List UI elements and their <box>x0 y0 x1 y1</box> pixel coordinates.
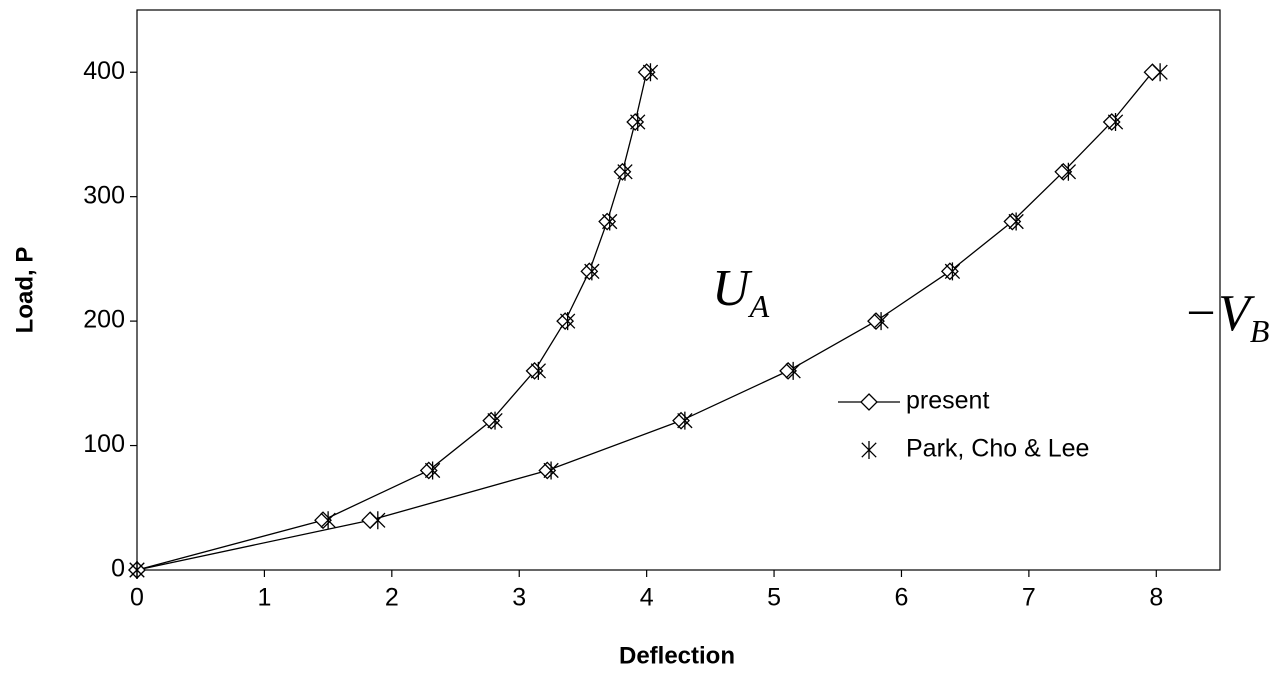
asterisk-marker <box>424 461 441 480</box>
diamond-marker <box>419 461 438 480</box>
x-tick-label: 8 <box>1149 584 1163 612</box>
x-tick-label: 3 <box>512 584 526 612</box>
curve-label-sub: A <box>748 288 770 324</box>
y-tick-label: 300 <box>83 181 125 209</box>
x-tick-label: 6 <box>895 584 909 612</box>
curve-label: −VB <box>1183 285 1269 349</box>
asterisk-marker <box>1152 63 1168 82</box>
asterisk-marker <box>617 162 633 181</box>
y-axis-title: Load, P <box>11 247 38 334</box>
diamond-marker <box>538 461 557 480</box>
asterisk-marker <box>873 312 889 331</box>
asterisk-marker <box>630 113 646 131</box>
curve-label-sub: B <box>1250 313 1270 349</box>
legend-marker <box>861 441 877 459</box>
x-tick-label: 5 <box>767 584 781 612</box>
legend-marker <box>860 393 878 411</box>
asterisk-marker <box>543 461 559 480</box>
y-tick-label: 0 <box>111 555 125 583</box>
asterisk-marker <box>1107 113 1124 131</box>
diamond-marker <box>598 212 617 231</box>
diamond-marker <box>637 63 656 82</box>
asterisk-marker <box>1008 212 1024 231</box>
legend-label: Park, Cho & Lee <box>906 435 1089 463</box>
asterisk-marker <box>944 262 961 281</box>
curve-label-main: U <box>712 260 753 317</box>
asterisk-marker <box>677 411 693 430</box>
curve-label-main: −V <box>1183 285 1255 342</box>
x-tick-label: 2 <box>385 584 399 612</box>
asterisk-marker <box>530 361 547 380</box>
x-tick-label: 7 <box>1022 584 1036 612</box>
asterisk-marker <box>487 411 503 430</box>
y-tick-label: 100 <box>83 430 125 458</box>
y-tick-label: 400 <box>83 57 125 85</box>
x-tick-label: 0 <box>130 584 144 612</box>
asterisk-marker <box>129 561 145 579</box>
asterisk-marker <box>785 361 801 380</box>
diamond-marker <box>580 262 599 281</box>
diamond-marker <box>1143 63 1162 82</box>
diamond-marker <box>613 162 632 181</box>
x-tick-label: 1 <box>257 584 271 612</box>
diamond-marker <box>626 113 645 131</box>
diamond-marker <box>361 511 380 530</box>
asterisk-marker <box>370 511 386 530</box>
asterisk-marker <box>642 63 659 82</box>
asterisk-marker <box>584 262 600 281</box>
series-line <box>136 71 1153 571</box>
asterisk-marker <box>1060 162 1077 181</box>
asterisk-marker <box>559 312 576 331</box>
asterisk-marker <box>602 212 618 231</box>
asterisk-marker <box>320 511 336 530</box>
curve-label: UA <box>712 260 770 324</box>
plot-frame <box>136 9 1221 571</box>
x-tick-label: 4 <box>640 584 654 612</box>
x-axis-title: Deflection <box>619 642 735 669</box>
legend-label: present <box>906 387 989 415</box>
diamond-marker <box>556 312 575 331</box>
diamond-marker <box>940 262 959 281</box>
y-tick-label: 200 <box>83 306 125 334</box>
diamond-marker <box>672 411 690 430</box>
